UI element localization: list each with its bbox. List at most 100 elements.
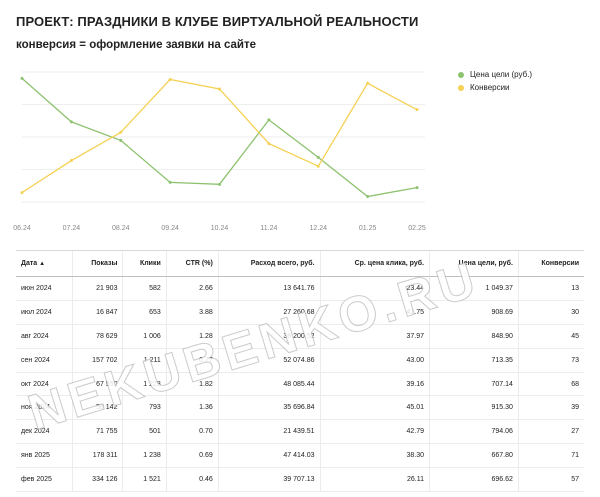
cell-clicks: 582 bbox=[122, 276, 167, 301]
x-tick-label: 01.25 bbox=[359, 225, 377, 232]
column-header-goal-price[interactable]: Цена цели, руб. bbox=[429, 250, 519, 277]
cell-ctr: 1.82 bbox=[165, 372, 219, 397]
data-point-goal-price bbox=[267, 118, 271, 122]
cell-ctr: 0.70 bbox=[165, 419, 219, 445]
cell-avg-cpc: 23.44 bbox=[319, 276, 430, 301]
series-line-conversions bbox=[21, 78, 418, 194]
cell-avg-cpc: 37.97 bbox=[319, 324, 430, 349]
data-point-conversions bbox=[218, 87, 221, 91]
cell-impressions: 178 311 bbox=[71, 443, 123, 469]
cell-clicks: 793 bbox=[122, 395, 167, 421]
cell-impressions: 334 126 bbox=[71, 467, 123, 493]
cell-conversions: 68 bbox=[517, 372, 584, 397]
cell-spend: 27 260.68 bbox=[217, 300, 321, 325]
legend-item-conversions[interactable]: Конверсии bbox=[458, 81, 532, 94]
table-row[interactable]: янв 2025 178 311 1 238 0.69 47 414.03 38.30 66… bbox=[16, 443, 584, 469]
cell-ctr: 0.46 bbox=[165, 467, 219, 493]
table-header-row: Дата ▲ Показы Клики CTR (%) Расход всего… bbox=[16, 250, 584, 277]
chart-legend: Цена цели (руб.) Конверсии bbox=[458, 68, 532, 94]
cell-goal-price: 1 049.37 bbox=[429, 276, 519, 301]
cell-clicks: 1 228 bbox=[122, 372, 167, 397]
cell-impressions: 78 629 bbox=[71, 324, 123, 349]
data-point-goal-price bbox=[119, 138, 123, 142]
cell-clicks: 1 521 bbox=[122, 467, 167, 493]
table-row[interactable]: июл 2024 16 847 653 3.88 27 260.68 41.75 908.6… bbox=[16, 300, 584, 325]
table-row[interactable]: дек 2024 71 755 501 0.70 21 439.51 42.79 794.0… bbox=[16, 419, 584, 445]
table-row[interactable]: окт 2024 67 550 1 228 1.82 48 085.44 39.16 707… bbox=[16, 372, 584, 397]
data-point-goal-price bbox=[415, 186, 419, 190]
column-header-impressions[interactable]: Показы bbox=[71, 250, 123, 277]
legend-label-goal-price: Цена цели (руб.) bbox=[470, 70, 533, 79]
cell-conversions: 30 bbox=[517, 300, 584, 325]
cell-conversions: 27 bbox=[517, 419, 584, 445]
legend-dot-conversions bbox=[458, 84, 464, 91]
data-point-goal-price bbox=[168, 180, 172, 184]
cell-date: июн 2024 bbox=[16, 276, 73, 301]
x-tick-label: 02.25 bbox=[408, 225, 426, 232]
table-row[interactable]: авг 2024 78 629 1 006 1.28 38 200.52 37.97 848… bbox=[16, 324, 584, 349]
cell-conversions: 39 bbox=[517, 395, 584, 421]
cell-clicks: 501 bbox=[122, 419, 167, 445]
data-point-conversions bbox=[69, 159, 73, 163]
cell-spend: 48 085.44 bbox=[217, 372, 321, 397]
cell-avg-cpc: 41.75 bbox=[319, 300, 430, 325]
cell-goal-price: 696.62 bbox=[429, 467, 519, 493]
cell-ctr: 0.77 bbox=[165, 348, 219, 373]
data-point-conversions bbox=[366, 81, 370, 85]
cell-spend: 39 707.13 bbox=[217, 467, 321, 493]
cell-avg-cpc: 38.30 bbox=[319, 443, 430, 469]
x-tick-label: 07.24 bbox=[63, 225, 81, 232]
table-row[interactable]: фев 2025 334 126 1 521 0.46 39 707.13 26.11 69… bbox=[16, 467, 584, 493]
column-header-conversions[interactable]: Конверсии bbox=[517, 250, 584, 277]
data-point-conversions bbox=[119, 130, 123, 134]
cell-impressions: 21 903 bbox=[71, 276, 123, 301]
cell-ctr: 1.36 bbox=[165, 395, 219, 421]
data-point-goal-price bbox=[316, 155, 320, 159]
table-row[interactable]: сен 2024 157 702 1 211 0.77 52 074.86 43.00 71… bbox=[16, 348, 584, 373]
cell-conversions: 73 bbox=[517, 348, 584, 373]
cell-date: авг 2024 bbox=[16, 324, 73, 349]
cell-clicks: 1 006 bbox=[122, 324, 167, 349]
cell-avg-cpc: 26.11 bbox=[319, 467, 430, 493]
cell-avg-cpc: 42.79 bbox=[319, 419, 430, 445]
cell-date: дек 2024 bbox=[16, 419, 73, 445]
x-tick-label: 11.24 bbox=[260, 225, 277, 232]
x-tick-label: 09.24 bbox=[161, 225, 179, 232]
cell-ctr: 3.88 bbox=[165, 300, 219, 325]
cell-impressions: 16 847 bbox=[71, 300, 123, 325]
cell-clicks: 653 bbox=[122, 300, 167, 325]
data-point-goal-price bbox=[69, 120, 73, 124]
cell-ctr: 0.69 bbox=[165, 443, 219, 469]
data-point-goal-price bbox=[218, 182, 221, 186]
column-header-ctr[interactable]: CTR (%) bbox=[165, 250, 219, 277]
table-row[interactable]: июн 2024 21 903 582 2.66 13 641.76 23.44 1 049… bbox=[16, 276, 584, 301]
column-header-avg-cpc[interactable]: Ср. цена клика, руб. bbox=[319, 250, 430, 277]
cell-goal-price: 713.35 bbox=[429, 348, 519, 373]
cell-goal-price: 908.69 bbox=[429, 300, 519, 325]
data-point-conversions bbox=[20, 191, 24, 195]
cell-avg-cpc: 45.01 bbox=[319, 395, 430, 421]
cell-impressions: 67 550 bbox=[71, 372, 123, 397]
column-header-date[interactable]: Дата ▲ bbox=[16, 250, 73, 277]
legend-label-conversions: Конверсии bbox=[470, 83, 510, 92]
column-header-clicks[interactable]: Клики bbox=[122, 250, 167, 277]
legend-item-goal-price[interactable]: Цена цели (руб.) bbox=[458, 68, 532, 81]
x-tick-label: 08.24 bbox=[112, 225, 130, 232]
data-point-conversions bbox=[415, 108, 419, 112]
data-point-goal-price bbox=[366, 194, 370, 198]
data-point-conversions bbox=[168, 78, 172, 82]
line-chart: 06.24 07.24 08.24 09.24 10.24 11.24 12.24 01.25… bbox=[13, 71, 426, 232]
cell-conversions: 71 bbox=[517, 443, 584, 469]
page-subtitle: конверсия = оформление заявки на сайте bbox=[16, 39, 257, 51]
x-tick-label: 10.24 bbox=[211, 225, 229, 232]
cell-goal-price: 707.14 bbox=[429, 372, 519, 397]
x-tick-label: 06.24 bbox=[13, 225, 31, 232]
cell-conversions: 57 bbox=[517, 467, 584, 493]
table-row[interactable]: ноя 2024 58 142 793 1.36 35 696.84 45.01 915.3… bbox=[16, 395, 584, 421]
cell-avg-cpc: 39.16 bbox=[319, 372, 430, 397]
sort-asc-icon: ▲ bbox=[39, 261, 46, 267]
cell-date: ноя 2024 bbox=[16, 395, 73, 421]
cell-date: янв 2025 bbox=[16, 443, 73, 469]
cell-spend: 21 439.51 bbox=[217, 419, 321, 445]
column-header-spend[interactable]: Расход всего, руб. bbox=[217, 250, 321, 277]
